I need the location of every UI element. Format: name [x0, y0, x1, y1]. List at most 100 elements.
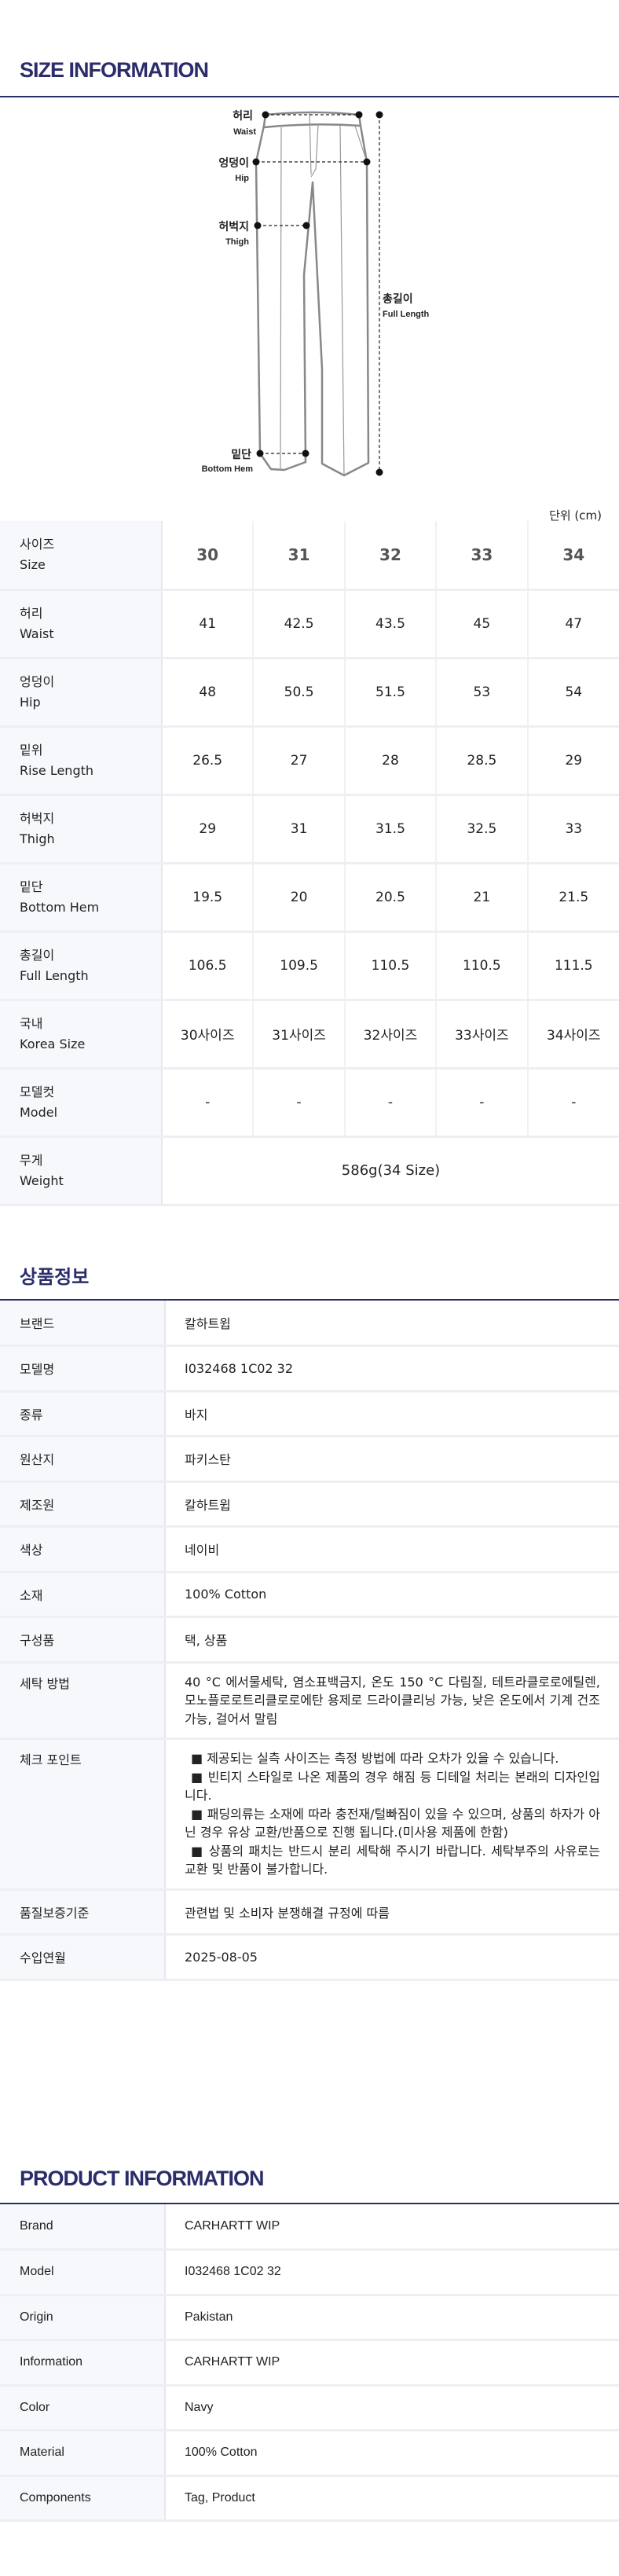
measurement-cell: 54 — [527, 658, 619, 728]
info-row: Brand CARHARTT WIP — [0, 2204, 619, 2251]
measurement-cell: 111.5 — [527, 931, 619, 1001]
size-header-row: 사이즈 Size 30 31 32 33 34 — [0, 521, 619, 591]
info-value: Navy — [165, 2385, 619, 2431]
info-value: 택, 상품 — [165, 1616, 619, 1664]
product-info-en-table: Brand CARHARTT WIP Model I032468 1C02 32 Ori… — [0, 2204, 619, 2522]
measurement-cell: 31사이즈 — [253, 1000, 346, 1070]
unit-label: 단위 (cm) — [549, 508, 602, 523]
hip-label-ko: 엉덩이 — [218, 156, 249, 169]
pants-outline — [255, 111, 370, 477]
info-row: Components Tag, Product — [0, 2475, 619, 2522]
measurement-cell: 33 — [527, 794, 619, 864]
measurement-cell: - — [436, 1068, 529, 1138]
size-information-title: SIZE INFORMATION — [20, 58, 209, 82]
measurement-cell: 110.5 — [344, 931, 438, 1001]
info-label: 원산지 — [0, 1436, 166, 1483]
info-value: 네이비 — [165, 1526, 619, 1573]
measurement-cell: 32사이즈 — [344, 1000, 438, 1070]
info-row: 브랜드 칼하트윕 — [0, 1301, 619, 1347]
info-label: 체크 포인트 — [0, 1738, 166, 1891]
table-row: 총길이 Full Length 106.5 109.5 110.5 110.5 111.5 — [0, 931, 619, 1001]
measurement-cell: 19.5 — [162, 863, 255, 933]
label-ko: 밑위 — [20, 742, 43, 758]
row-label: 국내 Korea Size — [0, 1000, 163, 1070]
measurement-cell: 28.5 — [436, 726, 529, 796]
info-value: Tag, Product — [165, 2475, 619, 2522]
measurement-cell: 29 — [162, 794, 255, 864]
label-en: Full Length — [20, 967, 89, 983]
measurement-cell: 34사이즈 — [527, 1000, 619, 1070]
info-label: Model — [0, 2249, 166, 2296]
measurement-cell: 20 — [253, 863, 346, 933]
label-ko: 사이즈 — [20, 536, 55, 552]
info-label: Material — [0, 2430, 166, 2477]
label-ko: 허리 — [20, 605, 43, 621]
weight-value: 586g(34 Size) — [162, 1136, 619, 1206]
label-ko: 총길이 — [20, 947, 55, 963]
measurement-cell: 21.5 — [527, 863, 619, 933]
row-label: 엉덩이 Hip — [0, 658, 163, 728]
info-label: Origin — [0, 2295, 166, 2341]
info-label: 소재 — [0, 1572, 166, 1618]
waist-label-ko: 허리 — [233, 109, 253, 122]
info-value: 파키스탄 — [165, 1436, 619, 1483]
check-point-item: ■ 제공되는 실측 사이즈는 측정 방법에 따라 오차가 있을 수 있습니다. — [191, 1751, 559, 1766]
info-value: 바지 — [165, 1391, 619, 1437]
measurement-cell: 51.5 — [344, 658, 438, 728]
table-row: 허벅지 Thigh 29 31 31.5 32.5 33 — [0, 794, 619, 864]
info-label: 수입연월 — [0, 1934, 166, 1981]
measurement-cell: 28 — [344, 726, 438, 796]
check-point-item: ■ 상품의 패치는 반드시 분리 세탁해 주시기 바랍니다. 세탁부주의 사유로… — [185, 1843, 600, 1877]
info-row: Material 100% Cotton — [0, 2430, 619, 2477]
hip-point — [252, 158, 260, 166]
hip-label-en: Hip — [235, 174, 249, 183]
info-label: Brand — [0, 2204, 166, 2251]
measurement-cell: 50.5 — [253, 658, 346, 728]
measurement-cell: 21 — [436, 863, 529, 933]
info-label: 구성품 — [0, 1616, 166, 1664]
measurement-cell: 43.5 — [344, 589, 438, 659]
info-row: 수입연월 2025-08-05 — [0, 1934, 619, 1981]
measurement-cell: 48 — [162, 658, 255, 728]
measurement-cell: 53 — [436, 658, 529, 728]
size-column-header: 33 — [436, 521, 529, 591]
info-value: 100% Cotton — [165, 1572, 619, 1618]
thigh-point — [254, 222, 262, 229]
label-ko: 밑단 — [20, 879, 43, 894]
table-row: 모델컷 Model - - - - - — [0, 1068, 619, 1138]
label-en: Model — [20, 1104, 58, 1120]
label-en: Waist — [20, 626, 54, 641]
label-ko: 국내 — [20, 1015, 43, 1031]
pants-measurement-diagram: 허리 Waist 엉덩이 Hip 허벅지 Thigh 밑단 Bottom Hem… — [202, 109, 430, 477]
product-info-ko-table: 브랜드 칼하트윕 모델명 I032468 1C02 32 종류 바지 원산지 파키스탄 제조원 칼… — [0, 1301, 619, 1981]
row-label: 총길이 Full Length — [0, 931, 163, 1001]
info-label: 제조원 — [0, 1481, 166, 1528]
thigh-label-ko: 허벅지 — [218, 220, 249, 233]
check-point-item: ■ 빈티지 스타일로 나온 제품의 경우 해짐 등 디테일 처리는 본래의 디자… — [185, 1769, 600, 1804]
measurement-cell: - — [527, 1068, 619, 1138]
hem-label-ko: 밑단 — [231, 448, 251, 461]
row-label: 사이즈 Size — [0, 521, 163, 591]
info-value: 40 °C 에서물세탁, 염소표백금지, 온도 150 °C 다림질, 테트라클… — [165, 1662, 619, 1740]
info-value: 100% Cotton — [165, 2430, 619, 2477]
label-ko: 모델컷 — [20, 1084, 55, 1099]
info-value: Pakistan — [165, 2295, 619, 2341]
measurement-cell: 41 — [162, 589, 255, 659]
info-label: Color — [0, 2385, 166, 2431]
size-column-header: 32 — [344, 521, 438, 591]
info-value: 2025-08-05 — [165, 1934, 619, 1981]
size-column-header: 31 — [253, 521, 346, 591]
check-points: ■ 제공되는 실측 사이즈는 측정 방법에 따라 오차가 있을 수 있습니다. ■… — [165, 1738, 619, 1891]
measurement-cell: - — [344, 1068, 438, 1138]
row-label: 밑위 Rise Length — [0, 726, 163, 796]
info-row: Model I032468 1C02 32 — [0, 2249, 619, 2296]
length-label-en: Full Length — [383, 310, 430, 319]
info-label: Components — [0, 2475, 166, 2522]
size-column-header: 30 — [162, 521, 255, 591]
table-row: 국내 Korea Size 30사이즈 31사이즈 32사이즈 33사이즈 34사이즈 — [0, 1000, 619, 1070]
info-label: 색상 — [0, 1526, 166, 1573]
label-ko: 엉덩이 — [20, 673, 55, 689]
info-row: 색상 네이비 — [0, 1526, 619, 1573]
waist-point — [262, 111, 269, 119]
measurement-cell: 31 — [253, 794, 346, 864]
